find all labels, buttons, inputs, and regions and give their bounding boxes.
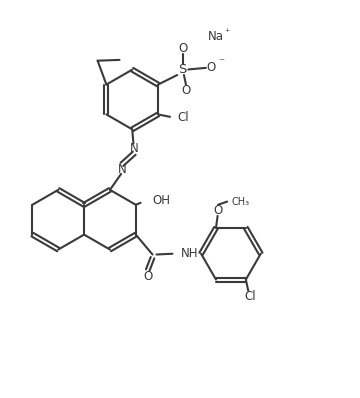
Text: Na: Na (207, 30, 224, 43)
Text: S: S (179, 63, 187, 76)
Text: Cl: Cl (245, 290, 256, 303)
Text: O: O (143, 270, 152, 283)
Text: O: O (178, 42, 188, 55)
Text: ⁺: ⁺ (224, 28, 229, 38)
Text: NH: NH (181, 247, 199, 260)
Text: ⁻: ⁻ (219, 56, 225, 69)
Text: Cl: Cl (177, 111, 189, 124)
Text: N: N (130, 142, 139, 155)
Text: CH₃: CH₃ (231, 197, 249, 207)
Text: OH: OH (153, 194, 171, 207)
Text: O: O (181, 84, 190, 97)
Text: N: N (117, 163, 126, 176)
Text: O: O (207, 61, 216, 74)
Text: O: O (213, 204, 222, 217)
